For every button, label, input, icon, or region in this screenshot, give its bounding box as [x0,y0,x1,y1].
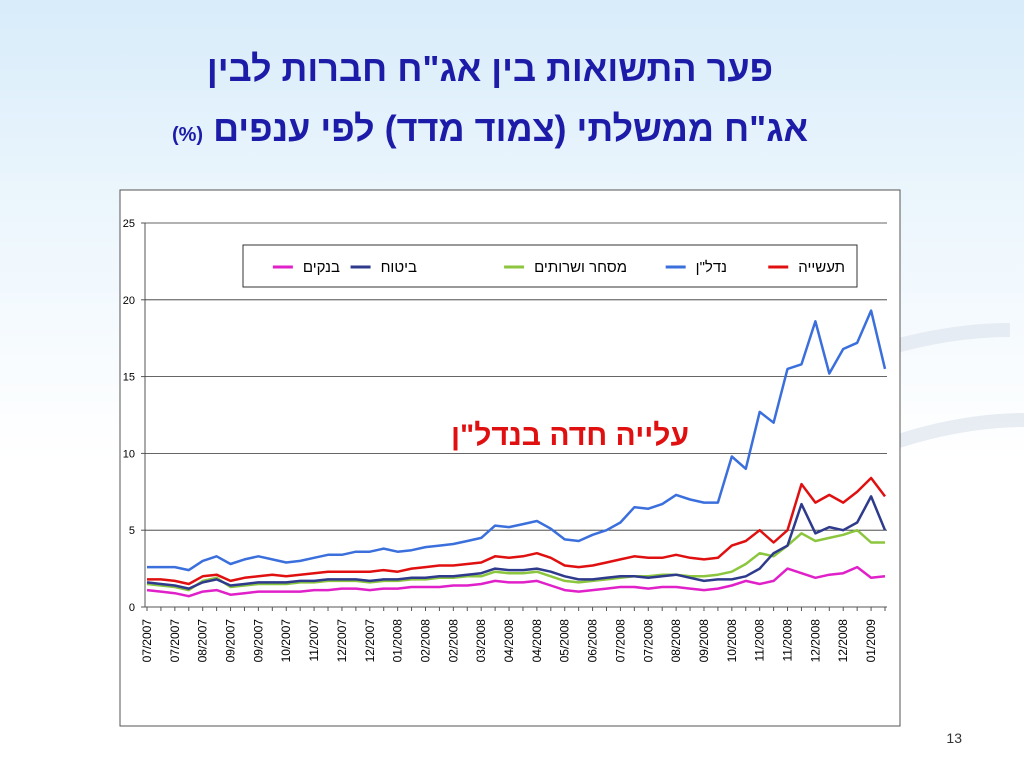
x-tick-label: 12/2008 [808,619,822,663]
x-tick-label: 10/2008 [725,619,739,663]
y-tick-label: 25 [123,218,135,230]
y-tick-label: 10 [123,448,135,460]
legend-label: תעשייה [798,259,845,276]
legend-label: נדל"ן [696,259,727,276]
x-tick-label: 08/2007 [196,619,210,663]
series-line [146,565,886,598]
x-tick-label: 04/2008 [530,619,544,663]
x-tick-label: 05/2008 [558,619,572,663]
series-line [147,309,887,572]
x-tick-label: 02/2008 [446,619,460,663]
y-tick-label: 20 [123,295,135,307]
x-tick-label: 10/2007 [279,619,293,663]
x-tick-label: 07/2007 [168,619,182,663]
title-unit: (%) [171,124,204,146]
series-line [147,476,886,586]
legend: תעשייה נדל"ן מסחר ושרותים ביטוח בנקים [242,244,858,288]
x-tick-label: 07/2007 [140,619,154,663]
y-tick-label: 0 [129,602,135,614]
y-tick-label: 15 [123,372,135,384]
legend-label: בנקים [303,259,340,276]
title-text: אג"ח ממשלתי (צמוד מדד) לפי ענפים [213,108,809,149]
x-tick-label: 12/2007 [335,619,349,663]
x-tick-label: 03/2008 [474,619,488,663]
x-tick-label: 02/2008 [418,619,432,663]
page-number: 13 [946,730,962,746]
y-tick-label: 5 [129,525,135,537]
series-line [146,528,885,592]
x-tick-label: 07/2008 [641,619,655,663]
legend-box [242,244,858,288]
x-tick-label: 01/2009 [864,619,878,663]
x-tick-label: 04/2008 [502,619,516,663]
series-line [146,495,887,590]
legend-label: ביטוח [381,259,417,276]
x-tick-label: 01/2008 [391,619,405,663]
x-tick-label: 06/2008 [586,619,600,663]
title: פער התשואות בין אג"ח חברות לבין [206,48,774,89]
x-tick-label: 12/2007 [363,619,377,663]
x-tick-label: 07/2008 [613,619,627,663]
x-tick-label: 11/2008 [781,619,795,662]
x-tick-label: 12/2008 [836,619,850,663]
legend-label: מסחר ושרותים [534,259,627,276]
x-tick-label: 09/2008 [697,619,711,663]
annotation: עלייה חדה בנדל"ן [451,419,689,452]
title: אג"ח ממשלתי (צמוד מדד) לפי ענפים (%) [60,108,920,150]
x-tick-label: 11/2008 [753,619,767,662]
x-tick-label: 11/2007 [307,619,321,662]
x-tick-label: 09/2007 [224,619,238,663]
x-tick-label: 09/2007 [251,619,265,663]
x-tick-label: 08/2008 [669,619,683,663]
